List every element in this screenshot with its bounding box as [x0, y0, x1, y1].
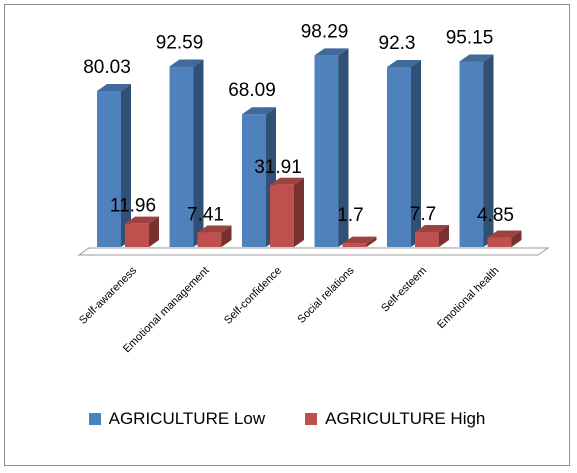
bar-series-0-self-awareness — [97, 83, 131, 247]
legend-item-series-1: AGRICULTURE High — [305, 409, 485, 429]
bar-series-1-social-relations — [342, 236, 377, 247]
bar-series-0-social-relations — [314, 48, 349, 247]
data-label: 80.03 — [83, 57, 131, 78]
legend: AGRICULTURE Low AGRICULTURE High — [5, 409, 569, 429]
category-label: Emotional health — [435, 265, 501, 331]
data-label: 92.59 — [156, 32, 204, 53]
data-label: 11.96 — [110, 196, 156, 217]
bar-series-1-emotional-health — [487, 230, 522, 247]
legend-label: AGRICULTURE Low — [108, 409, 266, 428]
category-label: Emotional management — [121, 265, 212, 356]
data-label: 68.09 — [228, 80, 276, 101]
bar-series-0-emotional-health — [459, 54, 494, 247]
data-label: 1.7 — [337, 205, 363, 226]
category-label: Self-confidence — [222, 265, 284, 327]
legend-item-series-0: AGRICULTURE Low — [88, 409, 266, 429]
bar-series-0-self-esteem — [387, 60, 421, 247]
data-label: 31.91 — [254, 157, 302, 178]
category-label: Social relations — [295, 264, 357, 326]
data-label: 7.41 — [187, 205, 224, 226]
bar-series-1-self-confidence — [270, 177, 304, 247]
category-label: Self-awareness — [77, 264, 139, 326]
bar-series-1-emotional-management — [197, 225, 232, 247]
data-label: 4.85 — [477, 205, 514, 226]
data-label: 7.7 — [410, 204, 436, 225]
legend-swatch — [88, 413, 101, 425]
bar-chart: 80.03 11.96 Self-awareness 92.59 7.41 Emotion… — [77, 21, 550, 356]
data-label: 92.3 — [379, 33, 416, 54]
floor — [77, 247, 550, 256]
bar-series-1-self-esteem — [415, 224, 449, 247]
bar-series-1-self-awareness — [125, 216, 159, 247]
bar-series-0-emotional-management — [169, 59, 204, 248]
chart-frame: 80.03 11.96 Self-awareness 92.59 7.41 Emotion… — [4, 4, 570, 466]
legend-label: AGRICULTURE High — [325, 409, 486, 428]
legend-swatch — [305, 413, 318, 425]
data-label: 98.29 — [301, 21, 349, 42]
category-label: Self-esteem — [379, 265, 429, 315]
data-label: 95.15 — [446, 27, 494, 48]
